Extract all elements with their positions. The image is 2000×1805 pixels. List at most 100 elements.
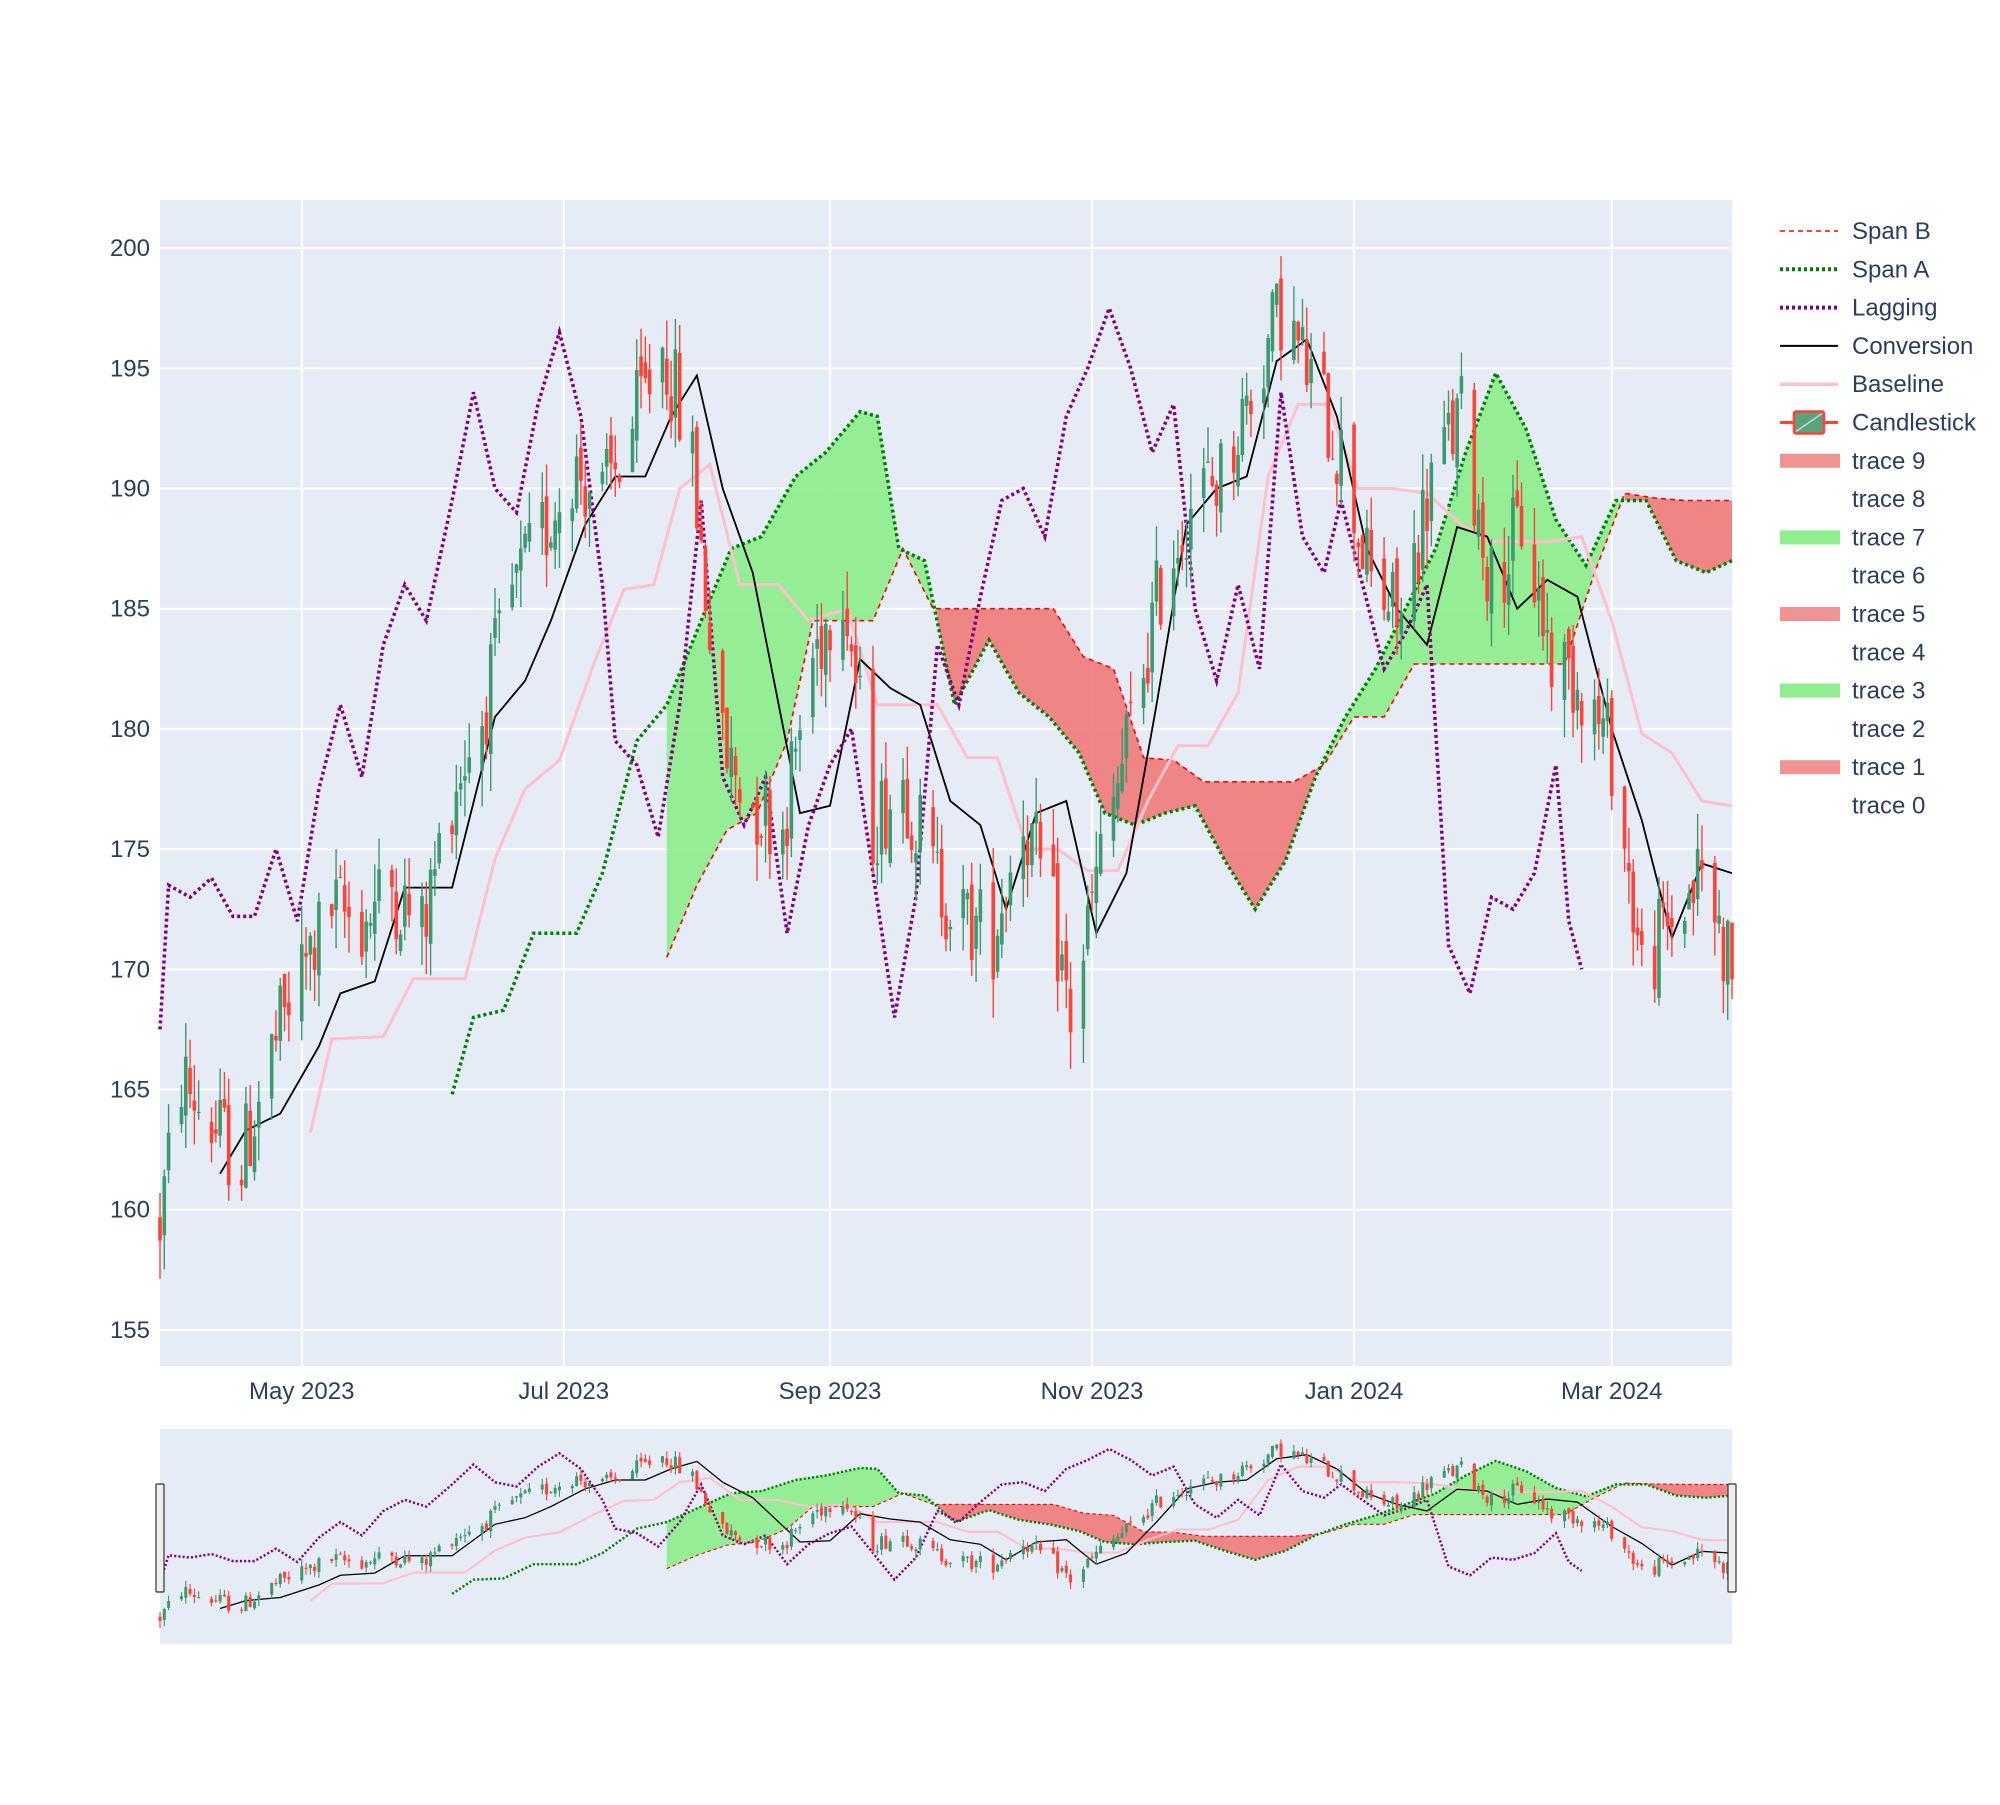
candle-decreasing <box>819 1503 823 1521</box>
candle-decreasing <box>1090 1553 1094 1561</box>
candle-body <box>639 1457 643 1462</box>
candle-increasing <box>1124 1523 1128 1537</box>
legend-item-trace-9[interactable]: trace 9 <box>1780 448 1925 475</box>
candle-decreasing <box>939 824 944 937</box>
candle-body <box>1240 1465 1244 1477</box>
candle-body <box>1412 1492 1416 1507</box>
candle-body <box>699 1489 703 1492</box>
candle-body <box>523 533 527 548</box>
candle-body <box>167 1600 171 1608</box>
candle-decreasing <box>1502 527 1507 628</box>
candle-decreasing <box>158 1612 162 1628</box>
legend-item-trace-7[interactable]: trace 7 <box>1780 524 1925 551</box>
legend-item-span-b[interactable]: Span B <box>1780 218 1931 245</box>
candle-decreasing <box>721 1511 725 1529</box>
candle-body <box>794 1530 798 1532</box>
candle-decreasing <box>669 360 673 439</box>
candle-decreasing <box>188 1583 192 1597</box>
candle-body <box>1236 1476 1240 1482</box>
legend-item-conversion[interactable]: Conversion <box>1780 333 1973 360</box>
candle-decreasing <box>849 636 854 667</box>
candle-increasing <box>781 1541 785 1555</box>
candle-body <box>1142 1517 1146 1523</box>
candle-body <box>828 630 832 651</box>
candle-body <box>1653 1566 1657 1575</box>
candle-body <box>703 546 708 612</box>
candle-body <box>725 707 729 769</box>
candle-decreasing <box>1627 1544 1631 1559</box>
legend-item-trace-6[interactable]: trace 6 <box>1852 563 1925 590</box>
candle-body <box>304 953 308 957</box>
legend-item-lagging[interactable]: Lagging <box>1780 295 1937 322</box>
candle-body <box>948 926 953 930</box>
candle-decreasing <box>1549 617 1554 712</box>
candle-body <box>1219 443 1223 513</box>
candle-body <box>931 1540 935 1549</box>
candle-increasing <box>403 858 407 941</box>
candle-body <box>1665 912 1670 927</box>
candle-body <box>1304 339 1309 386</box>
candle-body <box>158 1616 162 1621</box>
candle-increasing <box>372 864 377 961</box>
legend-item-candlestick[interactable]: Candlestick <box>1780 410 1977 437</box>
bearish-cloud <box>937 608 1324 910</box>
legend-item-baseline[interactable]: Baseline <box>1780 371 1944 398</box>
candle-increasing <box>493 1500 497 1514</box>
candle-decreasing <box>1730 922 1734 1000</box>
legend-item-trace-5[interactable]: trace 5 <box>1780 601 1925 628</box>
rangeslider-right-handle[interactable] <box>1727 1483 1737 1593</box>
candle-decreasing <box>1279 1439 1283 1463</box>
legend-item-span-a[interactable]: Span A <box>1780 256 1929 283</box>
candle-increasing <box>1206 427 1210 464</box>
candle-decreasing <box>342 860 347 939</box>
candle-body <box>759 835 764 838</box>
candle-body <box>1279 1443 1283 1457</box>
candle-body <box>192 1595 196 1597</box>
candle-body <box>1056 1551 1060 1574</box>
candle-decreasing <box>338 1551 342 1555</box>
candle-increasing <box>458 766 463 807</box>
candle-body <box>1004 907 1008 909</box>
candle-increasing <box>1489 539 1494 647</box>
legend-item-trace-8[interactable]: trace 8 <box>1852 486 1925 513</box>
candle-increasing <box>317 892 321 1007</box>
candle-body <box>437 1545 441 1552</box>
candle-decreasing <box>226 1078 231 1201</box>
candle-body <box>1515 1482 1519 1486</box>
candle-body <box>1008 1553 1012 1560</box>
legend-item-trace-4[interactable]: trace 4 <box>1852 639 1925 666</box>
candle-body <box>1695 848 1700 900</box>
legend-item-trace-1[interactable]: trace 1 <box>1780 754 1925 781</box>
candle-body <box>1622 786 1627 849</box>
candle-body <box>733 755 738 776</box>
candle-increasing <box>575 1472 579 1487</box>
rangeslider-background[interactable] <box>160 1429 1732 1644</box>
candle-increasing <box>901 757 905 844</box>
candle-body <box>1245 1465 1249 1467</box>
candle-decreasing <box>1210 1476 1214 1482</box>
candle-increasing <box>588 1482 592 1493</box>
candle-body <box>1331 1476 1335 1478</box>
legend-item-trace-0[interactable]: trace 0 <box>1852 793 1925 820</box>
candle-decreasing <box>214 1595 218 1603</box>
candle-body <box>1270 1445 1274 1457</box>
candle-body <box>424 1558 428 1565</box>
candle-body <box>725 1522 729 1534</box>
candle-increasing <box>1060 1565 1064 1574</box>
candle-increasing <box>218 1589 222 1604</box>
candle-increasing <box>1274 283 1279 318</box>
candle-decreasing <box>1056 1546 1060 1579</box>
candle-increasing <box>368 913 373 939</box>
candle-body <box>785 828 789 847</box>
candle-increasing <box>948 919 953 952</box>
legend-item-trace-3[interactable]: trace 3 <box>1780 678 1925 705</box>
candle-decreasing <box>313 1563 317 1577</box>
rangeslider-left-handle[interactable] <box>155 1483 165 1593</box>
legend-item-trace-2[interactable]: trace 2 <box>1852 716 1925 743</box>
candle-increasing <box>1412 1486 1416 1509</box>
candle-body <box>574 456 579 509</box>
candle-body <box>1275 1444 1279 1449</box>
candle-body <box>467 1531 471 1535</box>
y-tick-label: 195 <box>110 355 150 382</box>
candle-body <box>424 904 429 937</box>
